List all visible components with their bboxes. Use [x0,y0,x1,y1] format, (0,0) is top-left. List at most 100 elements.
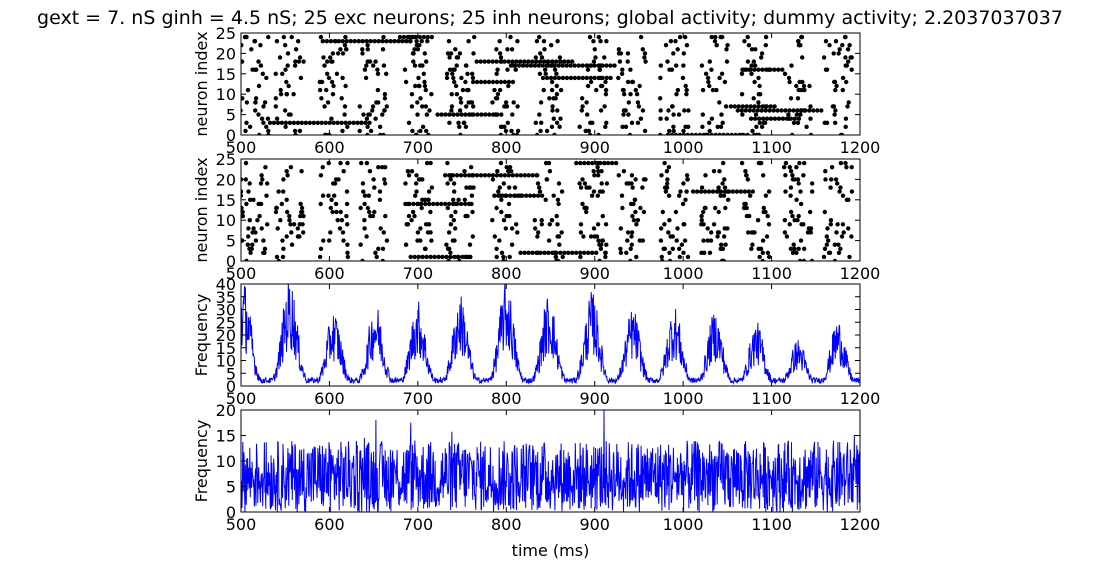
spike-dot [332,181,338,186]
spike-dot [699,63,705,68]
spike-dot [706,189,712,194]
spike-dot [759,124,765,129]
spike-dot [670,104,675,109]
spike-dot [504,193,509,198]
spike-dot [283,43,288,48]
spike-dot [372,209,377,215]
spike-dot [365,124,370,129]
spike-dot [608,63,613,68]
spike-dot [843,116,849,121]
spike-dot [278,87,283,93]
spike-dot [715,230,721,235]
spike-dot [243,128,248,134]
spike-dot [538,51,543,56]
spike-dot [804,124,809,129]
spike-dot [459,112,464,117]
spike-dot [293,59,298,64]
spike-dot [326,160,331,166]
spike-dot [592,173,597,178]
spike-dot [274,254,280,260]
spike-dot [720,181,725,186]
spike-dot [828,222,833,227]
y-tick-label: 0 [226,126,236,145]
spike-dot [630,213,635,219]
spike-dot [376,165,381,170]
spike-dot [409,169,415,174]
spike-dot [592,63,597,68]
spike-dot [722,177,727,182]
spike-dot [518,59,523,64]
spike-dot [572,63,577,68]
spike-dot [583,128,588,134]
spike-dot [796,116,802,121]
spike-dot [709,132,714,135]
spike-dot [504,165,509,170]
spike-dot [357,104,362,109]
y-tick-label: 10 [216,85,236,104]
spike-dot [683,124,688,129]
spike-dot [259,226,264,231]
spike-dot [281,189,286,194]
spike-dot [756,104,761,109]
spike-dot [413,132,418,135]
spike-dot [360,258,365,261]
spike-dot [348,39,353,44]
spike-dot [616,75,621,81]
spike-dot [542,47,547,52]
spike-dot [495,92,501,97]
spike-dot [765,213,770,219]
spike-dot [331,83,336,89]
spike-dot [701,209,706,215]
spike-dot [725,226,730,231]
spike-dot [757,120,762,126]
spike-dot [474,173,480,178]
spike-dot [247,124,253,129]
spike-dot [321,238,326,243]
spike-dot [516,193,521,198]
spike-dot [505,67,510,72]
spike-dot [751,59,756,64]
spike-dot [635,120,641,126]
spike-dot [324,87,329,93]
spike-dot [628,258,633,261]
spike-dot [668,39,674,44]
spike-dot [524,63,530,68]
spike-dot [556,201,561,207]
spike-dot [707,128,712,134]
spike-dot [352,39,357,44]
spike-dot [550,108,555,113]
spike-dot [578,185,584,190]
spike-dot [457,108,463,113]
spike-dot [494,59,499,64]
spike-dot [711,169,717,174]
spike-dot [745,59,751,64]
spike-dot [598,108,604,113]
spike-dot [699,213,704,219]
spike-dot [716,209,721,215]
spike-dot [490,59,495,64]
spike-dot [689,132,694,135]
spike-dot [509,47,515,52]
spike-dot [732,104,737,109]
spike-dot [748,116,754,121]
spike-dot [677,34,683,40]
spike-dot [846,226,851,231]
spike-dot [449,92,454,97]
spike-dot [288,222,293,227]
spike-dot [345,222,350,227]
spike-dot [827,43,832,48]
spike-dot [535,181,541,186]
spike-dot [494,205,499,211]
spike-dot [594,87,599,93]
spike-dot [796,181,801,186]
global-activity-panel: 500 600 700 800 900 1000 1100 1200 0510152025303… [192,275,880,408]
spike-dot [427,201,432,207]
spike-dot [612,63,617,68]
spike-dot [560,63,565,68]
spike-dot [790,132,795,135]
spike-dot [578,254,583,260]
spike-dot [616,173,621,178]
spike-dot [554,250,559,255]
spike-dot [620,67,625,72]
spike-dot [406,120,412,126]
